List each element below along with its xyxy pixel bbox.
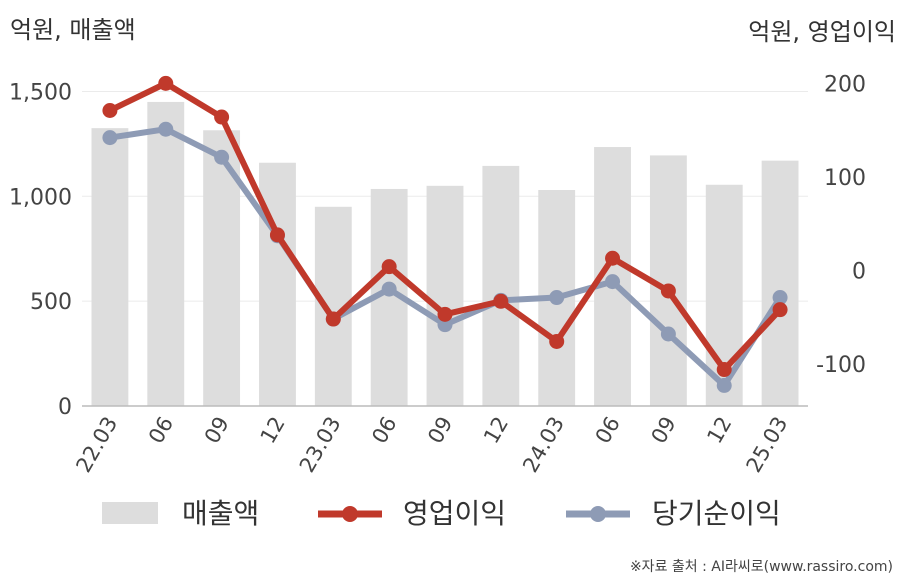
net-profit-point-8	[549, 290, 565, 306]
x-axis-ticks: 22.03 06 09 12 23.03 06 09 12 24.03 06 09 12 25.03	[71, 413, 792, 477]
revenue-bar-0	[91, 128, 129, 406]
source-note: ※자료 출처 : AI라씨로(www.rassiro.com)	[630, 559, 893, 575]
x-tick-label-8: 24.03	[518, 413, 569, 477]
operating-profit-point-7	[493, 293, 509, 309]
left-tick-label-2: 1,000	[9, 185, 72, 210]
net-profit-point-12	[772, 290, 788, 306]
x-tick-label-2: 09	[200, 413, 234, 448]
legend-label-revenue: 매출액	[182, 497, 259, 530]
x-tick-label-1: 06	[144, 413, 178, 448]
operating-profit-point-8	[549, 333, 565, 349]
revenue-bar-7	[482, 165, 520, 406]
operating-profit-point-0	[102, 102, 118, 118]
x-tick-label-7: 12	[479, 413, 513, 448]
legend-label-net-profit: 당기순이익	[652, 497, 781, 530]
revenue-bar-3	[259, 162, 296, 406]
left-axis-unit-label: 억원, 매출액	[10, 16, 136, 44]
revenue-bar-1	[147, 101, 185, 406]
x-tick-label-11: 12	[702, 413, 736, 448]
net-profit-point-1	[158, 121, 174, 137]
net-profit-point-9	[605, 274, 621, 290]
x-tick-label-0: 22.03	[71, 413, 122, 477]
left-axis-ticks: 0 500 1,000 1,500	[9, 80, 72, 420]
x-tick-label-6: 09	[423, 413, 457, 448]
operating-profit-point-10	[660, 283, 676, 299]
left-tick-label-0: 0	[58, 395, 72, 420]
x-tick-label-9: 06	[591, 413, 625, 448]
net-profit-point-2	[214, 149, 230, 165]
x-tick-label-10: 09	[647, 413, 681, 448]
net-profit-point-0	[102, 130, 118, 146]
net-profit-point-6	[437, 317, 453, 333]
right-tick-label-3: 200	[824, 72, 866, 97]
x-tick-label-12: 25.03	[742, 413, 793, 477]
x-tick-label-4: 23.03	[295, 413, 346, 477]
revenue-bar-6	[426, 185, 464, 406]
net-profit-point-5	[381, 281, 397, 297]
left-tick-label-1: 500	[30, 290, 72, 315]
net-profit-point-11	[716, 377, 732, 393]
legend-swatch-operating-profit-marker	[342, 506, 358, 522]
left-tick-label-3: 1,500	[9, 80, 72, 105]
legend-swatch-net-profit-marker	[590, 506, 606, 522]
legend-swatch-revenue	[102, 502, 158, 524]
profit-lines	[102, 75, 788, 393]
right-axis-ticks: -100 0 100 200	[816, 72, 866, 378]
operating-profit-point-1	[158, 75, 174, 91]
right-tick-label-1: 0	[852, 259, 866, 284]
right-tick-label-0: -100	[816, 353, 866, 378]
right-axis-unit-label: 억원, 영업이익	[748, 18, 896, 46]
operating-profit-point-4	[325, 311, 341, 327]
net-profit-point-10	[660, 326, 676, 342]
legend: 매출액 영업이익 당기순이익	[102, 497, 781, 530]
operating-profit-point-12	[772, 302, 788, 318]
revenue-bar-12	[761, 160, 799, 406]
operating-profit-point-5	[381, 259, 397, 275]
operating-profit-point-9	[605, 250, 621, 266]
x-tick-label-3: 12	[256, 413, 290, 448]
operating-profit-point-11	[716, 362, 732, 378]
x-tick-label-5: 06	[367, 413, 401, 448]
right-tick-label-2: 100	[824, 166, 866, 191]
operating-profit-point-3	[269, 227, 285, 243]
operating-profit-point-2	[214, 109, 230, 125]
operating-profit-point-6	[437, 306, 453, 322]
legend-label-operating-profit: 영업이익	[403, 497, 506, 530]
